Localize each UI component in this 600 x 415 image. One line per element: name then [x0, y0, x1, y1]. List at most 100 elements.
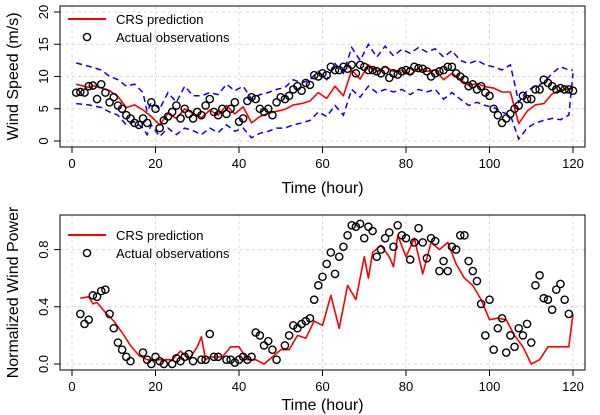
observation-point [380, 65, 390, 75]
observation-point [88, 81, 98, 90]
observation-point [468, 266, 478, 276]
observation-point [88, 291, 98, 300]
wind-power-prediction-layer [80, 234, 574, 365]
observation-point [188, 114, 198, 123]
observation-point [226, 104, 235, 114]
wind-power-observation-layer [76, 219, 574, 369]
observation-point [481, 331, 490, 340]
observation-point [147, 359, 156, 369]
wind-power-panel: 0 20 40 60 80 100 120 0.0 0.4 0.8 Time (hour) No… [5, 206, 586, 414]
observation-point [468, 79, 478, 89]
y-tick-label: 15 [36, 37, 51, 51]
observation-point [117, 345, 127, 355]
observation-point [355, 60, 365, 70]
observation-point [180, 104, 190, 114]
observation-point [506, 109, 515, 119]
observation-point [526, 94, 536, 104]
wind-speed-y-ticks: 0 5 10 15 20 [36, 5, 60, 145]
observation-point [222, 109, 231, 119]
observation-point [393, 220, 402, 230]
observation-point [389, 242, 398, 252]
observation-point [355, 219, 365, 229]
observation-point [334, 252, 344, 262]
observation-point [443, 266, 453, 276]
observation-point [255, 331, 265, 340]
observation-point [364, 65, 373, 75]
observation-point [485, 91, 494, 101]
y-tick-label: 20 [36, 5, 51, 19]
observation-point [309, 295, 319, 304]
observation-point [501, 348, 511, 357]
observation-point [322, 70, 331, 80]
observation-point [167, 107, 177, 117]
lower-bound-line [76, 73, 574, 141]
observation-point [547, 305, 557, 314]
observation-point [560, 85, 569, 94]
observation-point [564, 309, 574, 319]
observation-point [510, 342, 519, 352]
wind-speed-legend: CRS prediction Actual observations [68, 12, 230, 45]
x-tick-label: 100 [479, 379, 501, 394]
observation-point [217, 104, 227, 114]
y-tick-label: 5 [36, 105, 51, 112]
x-tick-label: 100 [479, 156, 501, 171]
observation-point [230, 98, 240, 107]
observation-point [113, 338, 123, 347]
observation-point [197, 110, 206, 120]
observation-point [268, 110, 277, 120]
observation-point [159, 359, 169, 369]
wind-power-legend: CRS prediction Actual observations [68, 228, 230, 261]
observation-point [301, 78, 311, 88]
observation-point [109, 323, 119, 333]
observation-point [526, 338, 536, 347]
observation-point [497, 313, 507, 323]
observation-point [543, 295, 553, 304]
observation-point [485, 295, 494, 304]
observation-point [109, 92, 119, 102]
wind-speed-panel: 0 20 40 60 80 100 120 0 5 10 15 20 Time (hour) Win… [5, 5, 586, 197]
observation-point [222, 355, 231, 365]
observation-point [414, 223, 423, 233]
observation-point [309, 70, 319, 80]
observation-point [151, 104, 160, 114]
observation-point [314, 281, 323, 290]
observation-point [276, 92, 286, 102]
observation-point [464, 256, 473, 266]
observation-point [284, 331, 294, 340]
observation-point [134, 120, 144, 130]
legend-observation-label: Actual observations [116, 30, 230, 45]
observation-point [439, 256, 448, 266]
observation-point [339, 62, 348, 72]
observation-point [126, 356, 135, 366]
observation-point [422, 253, 432, 263]
observation-point [84, 81, 93, 91]
observation-point [493, 110, 503, 120]
observation-point [506, 331, 515, 340]
observation-point [435, 67, 444, 76]
observation-point [451, 245, 461, 254]
observation-point [535, 271, 544, 280]
observation-point [514, 323, 524, 333]
observation-point [343, 230, 352, 240]
observation-point [430, 236, 440, 246]
legend-prediction-label: CRS prediction [116, 228, 203, 243]
observation-point [460, 230, 469, 240]
observation-point [389, 68, 398, 78]
observation-point [489, 345, 498, 355]
observation-point [539, 293, 549, 303]
observation-point [410, 238, 419, 247]
observation-point [326, 248, 336, 257]
observation-point [535, 85, 544, 94]
wind-power-x-axis-title: Time (hour) [281, 397, 363, 414]
y-tick-label: 0.8 [36, 241, 51, 259]
observation-point [71, 88, 81, 97]
observation-point [476, 299, 486, 309]
observation-point [247, 352, 256, 362]
observation-point [92, 94, 102, 104]
observation-point [167, 359, 177, 369]
observation-point [330, 65, 340, 75]
observation-point [96, 79, 106, 89]
observation-point [447, 62, 457, 72]
wind-speed-y-axis-title: Wind Speed (m/s) [5, 12, 22, 140]
y-tick-label: 0 [36, 137, 51, 144]
